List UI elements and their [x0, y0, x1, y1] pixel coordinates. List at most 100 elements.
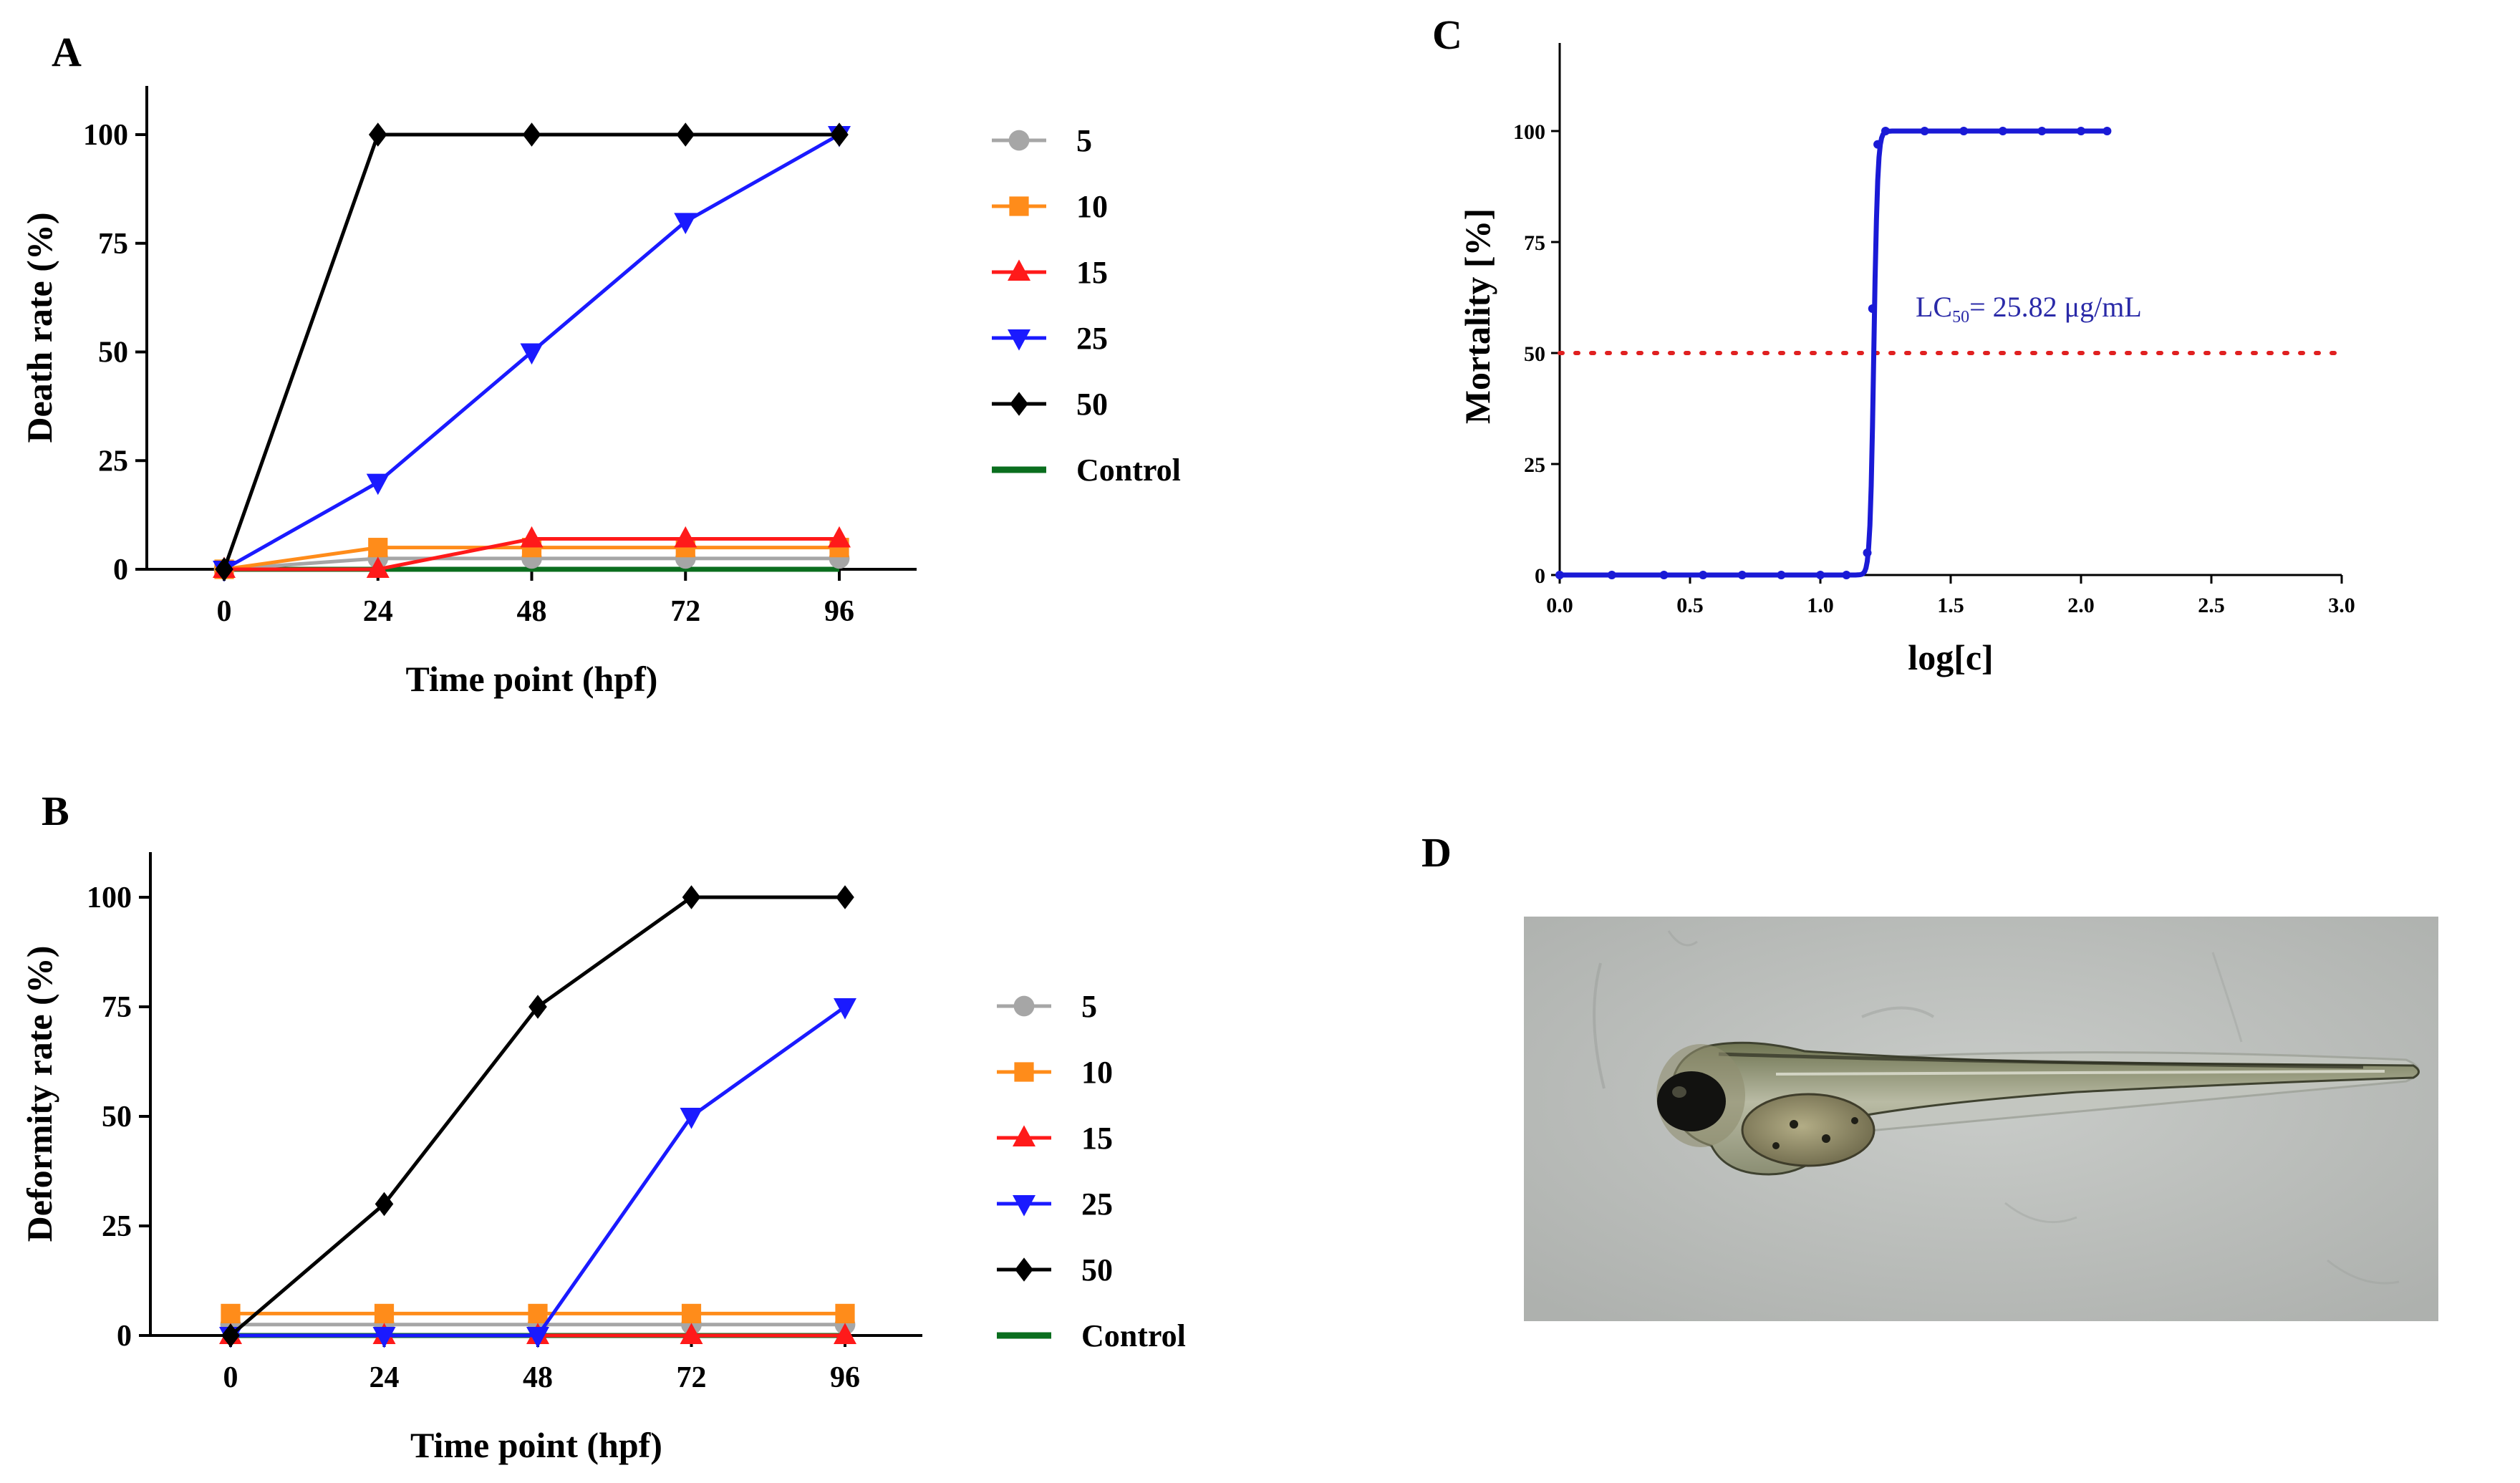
data-point — [1863, 549, 1872, 557]
data-point — [676, 122, 695, 147]
x-tick-label: 96 — [830, 1361, 860, 1394]
series-25 — [219, 998, 856, 1348]
data-point — [215, 557, 233, 581]
lc50-subscript: 50 — [1952, 308, 1969, 327]
y-tick-label: 0 — [1535, 564, 1545, 588]
data-point — [520, 526, 544, 548]
data-point — [1816, 571, 1825, 579]
y-axis-title: Death rate (%) — [19, 212, 59, 443]
data-point — [834, 998, 856, 1020]
y-tick-label: 0 — [117, 1320, 132, 1353]
data-point — [1555, 571, 1564, 579]
fish-melanophore — [1822, 1134, 1830, 1143]
data-point — [834, 1323, 856, 1344]
x-tick-label: 1.5 — [1937, 594, 1964, 617]
data-point — [674, 213, 697, 234]
panel-a-death-rate-chart: 0 25 50 75 100 0 24 48 72 96 Time point (hpf) Death… — [19, 86, 1181, 699]
fish-melanophore — [1851, 1117, 1858, 1124]
zebrafish-larva-image — [1524, 917, 2438, 1321]
data-point — [680, 1323, 703, 1344]
legend-label: 15 — [1076, 255, 1108, 290]
data-point — [368, 122, 387, 147]
y-tick-label: 0 — [113, 554, 128, 586]
panel-label-b: B — [42, 788, 69, 834]
series-50 — [215, 122, 849, 581]
data-point — [526, 1327, 549, 1348]
legend-entry: Control — [997, 1318, 1186, 1353]
y-axis-title: Mortality [%] — [1457, 208, 1497, 424]
data-point — [1737, 571, 1747, 579]
panel-label-d: D — [1421, 829, 1452, 876]
x-tick-label: 48 — [523, 1361, 553, 1394]
panel-b-deformity-rate-chart: 0 25 50 75 100 0 24 48 72 96 Time point (hpf) Defor… — [19, 852, 1186, 1465]
y-tick-label: 100 — [83, 119, 128, 152]
data-point — [1659, 571, 1669, 579]
data-point — [1607, 571, 1616, 579]
y-tick-label: 25 — [1524, 453, 1545, 477]
data-point — [1008, 329, 1030, 351]
legend-entry: Control — [992, 453, 1181, 488]
x-tick-label: 24 — [363, 595, 393, 628]
x-tick-label: 0 — [217, 595, 232, 628]
x-tick-label: 0.0 — [1546, 594, 1573, 617]
data-point — [528, 995, 547, 1019]
legend-entry: 10 — [992, 189, 1108, 224]
y-tick-label: 25 — [98, 445, 128, 478]
legend-label: 5 — [1081, 989, 1097, 1024]
panel-label-c: C — [1432, 11, 1462, 58]
data-point — [1009, 196, 1029, 216]
debris-mark — [2211, 952, 2243, 1043]
fish-eye — [1657, 1071, 1726, 1131]
legend-label: 50 — [1081, 1252, 1113, 1288]
lc50-annotation: LC50= 25.82 μg/mL — [1916, 291, 2142, 327]
data-point — [1010, 392, 1028, 416]
x-tick-label: 1.0 — [1807, 594, 1834, 617]
data-point — [1868, 304, 1877, 313]
data-point — [1008, 259, 1030, 281]
data-point — [522, 122, 541, 147]
fish-notochord — [1775, 1070, 2385, 1076]
data-point — [1881, 127, 1890, 135]
y-tick-label: 75 — [98, 228, 128, 261]
data-point — [368, 538, 388, 558]
x-tick-label: 0.5 — [1676, 594, 1704, 617]
legend-entry: 5 — [997, 989, 1097, 1024]
x-tick-label: 2.0 — [2067, 594, 2095, 617]
panel-c-mortality-curve-chart: 0 25 50 75 100 0.0 0.5 1.0 1.5 2.0 2.5 3.0 log[c] Mor… — [1457, 43, 2355, 677]
legend-entry: 50 — [997, 1252, 1113, 1288]
legend-label: 10 — [1081, 1055, 1113, 1090]
data-point — [1013, 995, 1035, 1017]
y-tick-label: 50 — [98, 337, 128, 369]
x-tick-label: 2.5 — [2198, 594, 2225, 617]
series-10 — [221, 1303, 855, 1323]
data-point — [1842, 571, 1851, 579]
data-point — [1959, 127, 1969, 135]
data-point — [374, 1303, 395, 1323]
x-tick-label: 72 — [670, 595, 700, 628]
fish-eye-highlight — [1672, 1086, 1686, 1098]
legend-entry: 15 — [992, 255, 1108, 290]
legend-label: 25 — [1081, 1187, 1113, 1222]
data-point — [2077, 127, 2085, 135]
debris-mark — [1667, 930, 1698, 947]
debris-mark — [1593, 962, 1606, 1089]
legend-entry: 15 — [997, 1121, 1113, 1156]
legend-label: 25 — [1076, 321, 1108, 356]
legend-entry: 25 — [997, 1187, 1113, 1222]
data-point — [680, 1108, 703, 1129]
data-point — [366, 556, 390, 578]
legend-entry: 25 — [992, 321, 1108, 356]
lc50-prefix: LC — [1916, 291, 1952, 323]
debris-mark — [2327, 1259, 2400, 1285]
data-point — [1013, 1195, 1035, 1217]
data-point — [372, 1327, 396, 1348]
x-tick-label: 96 — [824, 595, 854, 628]
data-point — [1873, 140, 1883, 149]
series-line — [231, 1005, 846, 1338]
y-tick-label: 75 — [102, 991, 132, 1024]
data-point — [1008, 130, 1030, 151]
x-tick-label: 48 — [517, 595, 547, 628]
y-tick-label: 50 — [1524, 342, 1545, 366]
data-point — [2037, 127, 2047, 135]
